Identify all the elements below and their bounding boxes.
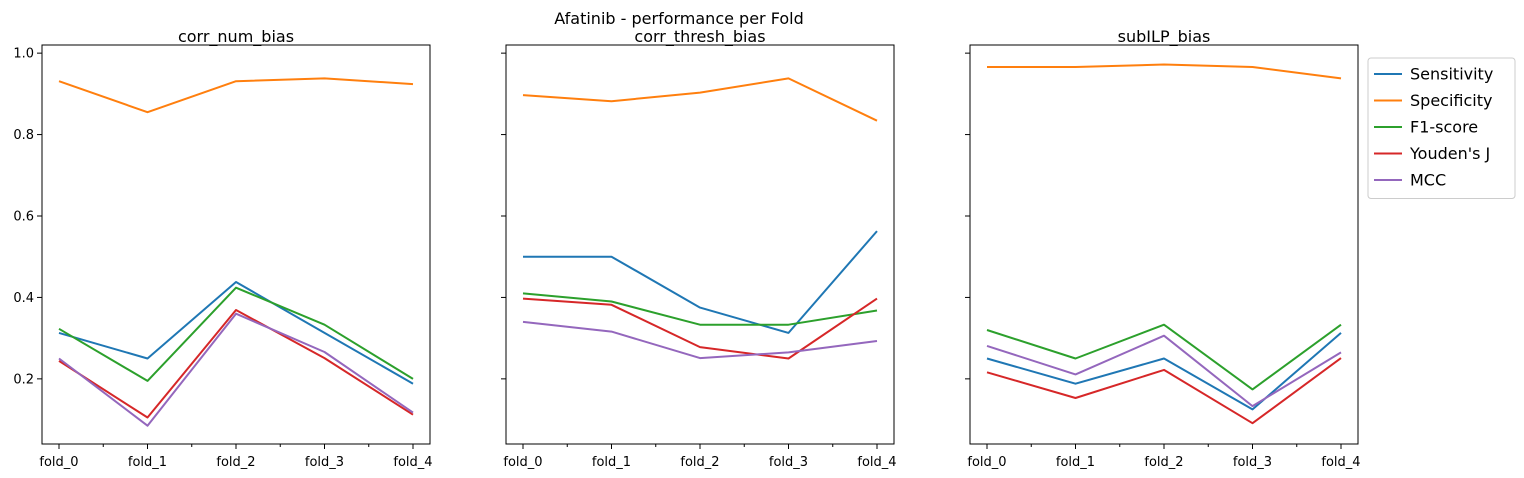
series-line-mcc: [986, 334, 1342, 408]
x-tick-label: fold_1: [128, 455, 167, 470]
subplot-title: corr_num_bias: [178, 27, 294, 47]
series-line-youden-s-j: [986, 357, 1342, 425]
series-line-f1-score: [58, 286, 414, 382]
y-tick-label: 0.6: [13, 210, 34, 225]
axes-frame: [505, 44, 895, 445]
x-tick-label: fold_1: [592, 455, 631, 470]
x-tick-label: fold_2: [216, 455, 255, 470]
series-line-sensitivity: [58, 281, 414, 385]
subplot-corr_num_bias: corr_num_bias fold_0 fold_1 fold_2 fold_3 fol…: [13, 27, 432, 470]
legend-item: F1-score: [1374, 118, 1478, 137]
series-line-mcc: [58, 312, 414, 427]
legend-label: Youden's J: [1409, 144, 1490, 163]
series-line-specificity: [987, 63, 1342, 80]
x-tick-label: fold_2: [680, 455, 719, 470]
legend-box: [1367, 57, 1516, 199]
x-tick-label: fold_4: [857, 455, 896, 470]
subplot-subILP_bias: subILP_bias fold_0 fold_1 fold_2 fold_3 fold_…: [965, 27, 1361, 470]
series-line-sensitivity: [986, 332, 1342, 411]
legend-item: Youden's J: [1374, 144, 1490, 163]
y-tick-label: 0.4: [13, 291, 34, 306]
legend-label: Sensitivity: [1410, 65, 1493, 84]
x-tick-label: fold_1: [1056, 455, 1095, 470]
subplot-title: corr_thresh_bias: [634, 27, 765, 47]
series-line-f1-score: [522, 292, 878, 326]
subplot-grid: corr_num_bias fold_0 fold_1 fold_2 fold_3 fol…: [13, 27, 1360, 470]
legend-label: F1-score: [1410, 118, 1478, 137]
series-line-f1-score: [986, 323, 1342, 391]
legend-label: Specificity: [1410, 91, 1492, 110]
y-tick-label: 1.0: [13, 47, 34, 62]
x-tick-label: fold_3: [1233, 455, 1272, 470]
legend-item: Sensitivity: [1374, 65, 1493, 84]
y-tick-label: 0.2: [13, 372, 34, 387]
subplot-title: subILP_bias: [1118, 27, 1211, 47]
subplot-corr_thresh_bias: corr_thresh_bias fold_0 fold_1 fold_2 fold_3…: [501, 27, 897, 470]
x-tick-label: fold_3: [305, 455, 344, 470]
series-line-sensitivity: [523, 230, 878, 334]
x-tick-label: fold_0: [967, 455, 1006, 470]
legend-item: Specificity: [1374, 91, 1492, 110]
legend-label: MCC: [1410, 171, 1446, 190]
x-tick-label: fold_2: [1144, 455, 1183, 470]
x-tick-label: fold_3: [769, 455, 808, 470]
x-tick-label: fold_0: [503, 455, 542, 470]
series-line-specificity: [58, 77, 414, 114]
y-tick-label: 0.8: [13, 128, 34, 143]
legend-item: MCC: [1374, 171, 1446, 190]
legend: Sensitivity Specificity F1-score Youden's J…: [1367, 57, 1516, 199]
series-line-youden-s-j: [522, 297, 878, 360]
series-line-youden-s-j: [58, 309, 414, 419]
x-tick-label: fold_0: [39, 455, 78, 470]
series-line-specificity: [522, 77, 878, 122]
x-tick-label: fold_4: [1321, 455, 1360, 470]
x-tick-label: fold_4: [393, 455, 432, 470]
figure-suptitle: Afatinib - performance per Fold: [554, 9, 803, 28]
series-line-mcc: [522, 320, 878, 360]
